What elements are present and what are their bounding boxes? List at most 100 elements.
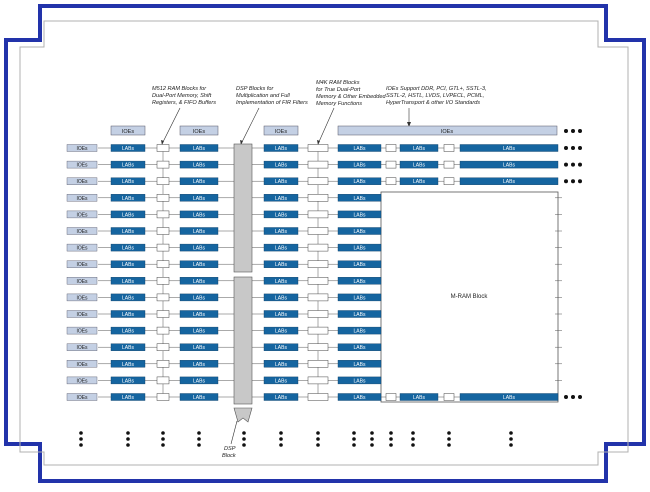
lab-label: LABs xyxy=(413,179,425,185)
lab-block xyxy=(179,194,219,202)
ram-block xyxy=(156,376,170,385)
lab-block xyxy=(337,310,382,318)
lab-label: LABs xyxy=(275,246,287,252)
lab-block xyxy=(179,177,219,185)
lab-label: LABs xyxy=(193,229,205,235)
ram-block xyxy=(156,243,170,252)
lab-block xyxy=(337,210,382,219)
continuation-dot xyxy=(126,443,130,447)
lab-label: LABs xyxy=(354,395,366,401)
lab-block xyxy=(110,360,146,368)
continuation-dot xyxy=(370,437,374,441)
continuation-dot xyxy=(316,443,320,447)
continuation-dot xyxy=(279,443,283,447)
lab-label: LABs xyxy=(354,229,366,235)
lab-label: LABs xyxy=(122,246,134,252)
lab-block xyxy=(110,144,146,152)
continuation-dot xyxy=(161,443,165,447)
ram-block xyxy=(307,177,329,185)
ram-block xyxy=(156,160,170,169)
lab-block xyxy=(110,326,146,335)
lab-block xyxy=(263,360,299,368)
lab-block xyxy=(263,293,299,302)
lab-block xyxy=(179,277,219,285)
side-ioe-block xyxy=(66,177,98,185)
lab-block xyxy=(263,177,299,185)
continuation-dot xyxy=(564,129,568,133)
side-ioe-label: IOEs xyxy=(76,196,88,202)
continuation-dot xyxy=(161,437,165,441)
lab-label: LABs xyxy=(122,163,134,169)
continuation-dot xyxy=(411,431,415,435)
side-ioe-label: IOEs xyxy=(76,362,88,368)
ram-block xyxy=(156,293,170,302)
lab-label: LABs xyxy=(193,163,205,169)
lab-block xyxy=(399,177,439,185)
lab-block xyxy=(337,243,382,252)
top-ioe-block xyxy=(179,125,219,136)
lab-label: LABs xyxy=(354,212,366,218)
lab-block xyxy=(110,310,146,318)
side-ioe-block xyxy=(66,343,98,351)
lab-block xyxy=(110,277,146,285)
lab-block xyxy=(399,160,439,169)
ram-block xyxy=(307,194,329,202)
side-ioe-label: IOEs xyxy=(76,395,88,401)
lab-block xyxy=(110,393,146,401)
lab-label: LABs xyxy=(193,196,205,202)
continuation-dot xyxy=(571,179,575,184)
top-ioe-block xyxy=(337,125,558,136)
continuation-dot xyxy=(564,395,568,399)
lab-label: LABs xyxy=(354,262,366,268)
lab-label: LABs xyxy=(193,246,205,252)
lab-block xyxy=(110,177,146,185)
lab-label: LABs xyxy=(122,196,134,202)
lab-label: LABs xyxy=(354,329,366,335)
lab-label: LABs xyxy=(275,196,287,202)
ram-block xyxy=(307,393,329,401)
continuation-dot xyxy=(161,431,165,435)
continuation-dot xyxy=(571,395,575,399)
lab-block xyxy=(110,227,146,235)
lab-label: LABs xyxy=(193,395,205,401)
top-ioe-block xyxy=(110,125,146,136)
lab-block xyxy=(110,243,146,252)
side-ioe-block xyxy=(66,144,98,152)
side-ioe-block xyxy=(66,243,98,252)
m-ram-label: M-RAM Block xyxy=(451,294,489,300)
dsp-block-label: DSP Block xyxy=(222,446,237,459)
continuation-dot xyxy=(389,437,393,441)
lab-label: LABs xyxy=(193,262,205,268)
lab-label: LABs xyxy=(354,279,366,285)
lab-block xyxy=(263,310,299,318)
continuation-dot xyxy=(578,395,582,399)
top-ioe-block xyxy=(263,125,299,136)
lab-block xyxy=(263,160,299,169)
lab-block xyxy=(179,227,219,235)
lab-block xyxy=(179,343,219,351)
continuation-dot xyxy=(389,443,393,447)
continuation-dot xyxy=(79,431,83,435)
continuation-dot xyxy=(571,129,575,133)
lab-label: LABs xyxy=(193,329,205,335)
continuation-dot xyxy=(197,443,201,447)
lab-block xyxy=(263,260,299,268)
dsp-column: DSP Block xyxy=(222,143,253,459)
lab-label: LABs xyxy=(354,246,366,252)
continuation-dot xyxy=(447,431,451,435)
continuation-dot xyxy=(509,431,513,435)
dsp-annotation: DSP Blocks for Multiplication and Full I… xyxy=(236,86,308,106)
continuation-dot xyxy=(242,443,246,447)
continuation-dot xyxy=(447,443,451,447)
continuation-dot xyxy=(316,437,320,441)
side-ioe-label: IOEs xyxy=(76,212,88,218)
lab-block xyxy=(459,144,559,152)
side-ioe-label: IOEs xyxy=(76,279,88,285)
ram-block xyxy=(156,144,170,152)
side-ioe-label: IOEs xyxy=(76,246,88,252)
lab-block xyxy=(337,360,382,368)
lab-label: LABs xyxy=(122,378,134,384)
continuation-dot xyxy=(447,437,451,441)
top-ioe-label: IOEs xyxy=(193,129,205,135)
side-ioe-block xyxy=(66,376,98,385)
